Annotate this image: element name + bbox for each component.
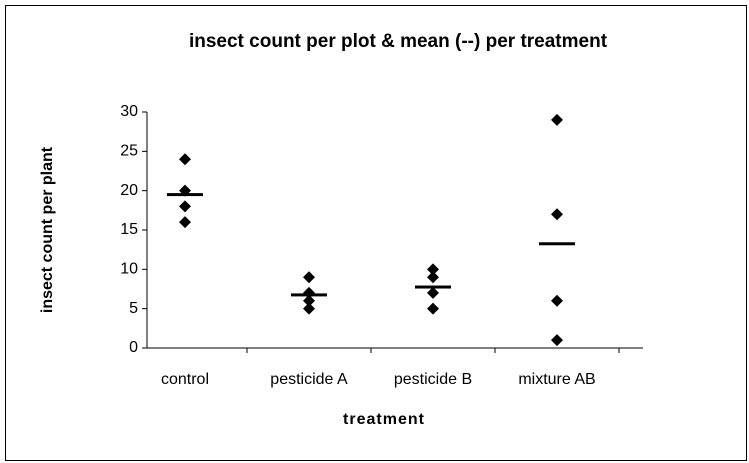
data-point (303, 271, 315, 284)
y-tick-label: 20 (120, 182, 138, 199)
y-tick-label: 15 (120, 221, 138, 238)
x-tick-label: pesticide A (270, 371, 348, 388)
data-point (551, 334, 563, 347)
data-point (179, 200, 191, 213)
data-point (427, 263, 439, 276)
data-point (303, 294, 315, 307)
data-point (303, 302, 315, 315)
y-tick-label: 30 (120, 103, 138, 120)
data-point (551, 113, 563, 126)
x-axis-title: treatment (343, 411, 425, 428)
x-tick-label: mixture AB (518, 371, 595, 388)
x-tick-label: pesticide B (394, 371, 472, 388)
y-tick-label: 0 (129, 339, 138, 356)
data-point (427, 302, 439, 315)
y-axis-title: insect count per plant (39, 146, 56, 313)
y-tick-label: 5 (129, 300, 138, 317)
chart-title: insect count per plot & mean (--) per tr… (189, 31, 608, 52)
chart-border (5, 5, 747, 461)
data-point (551, 208, 563, 221)
data-point (179, 153, 191, 166)
x-tick-label: control (161, 371, 209, 388)
mean-marker (539, 242, 575, 246)
data-point (427, 271, 439, 284)
data-point (179, 216, 191, 229)
data-point (179, 184, 191, 197)
y-tick-label: 25 (120, 143, 138, 160)
data-point (303, 286, 315, 299)
y-tick-label: 10 (120, 261, 138, 278)
data-point (551, 294, 563, 307)
data-point (427, 286, 439, 299)
